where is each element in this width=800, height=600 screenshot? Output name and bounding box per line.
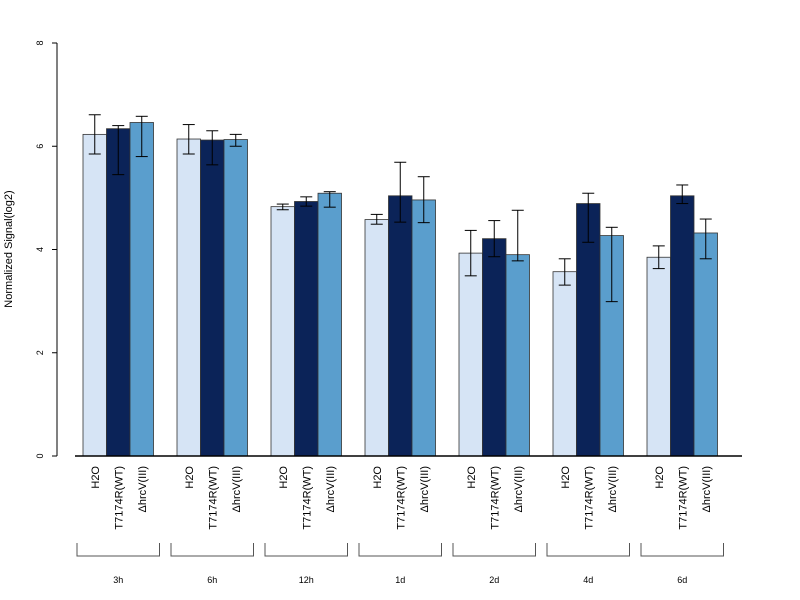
bar — [646, 256, 671, 457]
bar-label: T7174R(WT) — [583, 466, 595, 530]
bar — [200, 139, 225, 457]
bar-label: H2O — [278, 466, 290, 489]
y-tick-label: 2 — [35, 350, 45, 355]
group-label: 6h — [207, 575, 217, 585]
group-bracket — [640, 543, 724, 557]
group-bracket — [76, 543, 160, 557]
bar-label: H2O — [466, 466, 478, 489]
group-bracket — [546, 543, 630, 557]
bar-label: ΔhrcV(III) — [607, 466, 619, 512]
group-brackets: 3h 6h 12h 1d 2d 4d 6d — [76, 543, 724, 585]
y-tick-label: 6 — [35, 144, 45, 149]
group-bracket — [452, 543, 536, 557]
group-label: 6d — [677, 575, 687, 585]
bar — [458, 252, 483, 457]
y-tick-label: 4 — [35, 247, 45, 252]
bar-label: T7174R(WT) — [207, 466, 219, 530]
y-axis-title: Normalized Signal(log2) — [3, 190, 15, 307]
bar-label: T7174R(WT) — [301, 466, 313, 530]
bar — [411, 199, 436, 457]
bar — [223, 139, 248, 457]
bar — [106, 128, 131, 457]
bar-label: T7174R(WT) — [113, 466, 125, 530]
y-axis: 0 2 4 6 8 — [35, 40, 58, 459]
bars — [82, 122, 718, 457]
group-bracket — [358, 543, 442, 557]
bar-label: H2O — [184, 466, 196, 489]
bar-label: ΔhrcV(III) — [231, 466, 243, 512]
group-label: 3h — [113, 575, 123, 585]
bar-label: T7174R(WT) — [395, 466, 407, 530]
bar-label: ΔhrcV(III) — [137, 466, 149, 512]
bar-label: ΔhrcV(III) — [419, 466, 431, 512]
bar — [270, 206, 295, 457]
bar-label: H2O — [560, 466, 572, 489]
bar — [693, 232, 718, 457]
group-label: 1d — [395, 575, 405, 585]
bar — [670, 195, 695, 457]
group-label: 2d — [489, 575, 499, 585]
group-label: 4d — [583, 575, 593, 585]
bar — [82, 133, 107, 457]
y-tick-label: 0 — [35, 453, 45, 458]
bar — [129, 122, 154, 457]
error-bars — [88, 114, 712, 303]
bar-label: ΔhrcV(III) — [701, 466, 713, 512]
bar-label: H2O — [90, 466, 102, 489]
bar — [294, 201, 319, 457]
bar — [364, 219, 389, 457]
bar-label: H2O — [654, 466, 666, 489]
group-bracket — [170, 543, 254, 557]
bar — [482, 238, 507, 457]
bar — [176, 138, 201, 457]
y-tick-label: 8 — [35, 40, 45, 45]
bar-label: T7174R(WT) — [489, 466, 501, 530]
bar-labels: H2O T7174R(WT) ΔhrcV(III) H2O T7174R(WT) Δhrc… — [90, 466, 713, 530]
bar-label: T7174R(WT) — [677, 466, 689, 530]
group-bracket — [264, 543, 348, 557]
group-label: 12h — [299, 575, 314, 585]
bar — [505, 254, 530, 457]
bar-label: ΔhrcV(III) — [325, 466, 337, 512]
bar — [317, 192, 342, 457]
bar-label: H2O — [372, 466, 384, 489]
bar — [552, 271, 577, 457]
bar — [388, 195, 413, 457]
bar-label: ΔhrcV(III) — [513, 466, 525, 512]
